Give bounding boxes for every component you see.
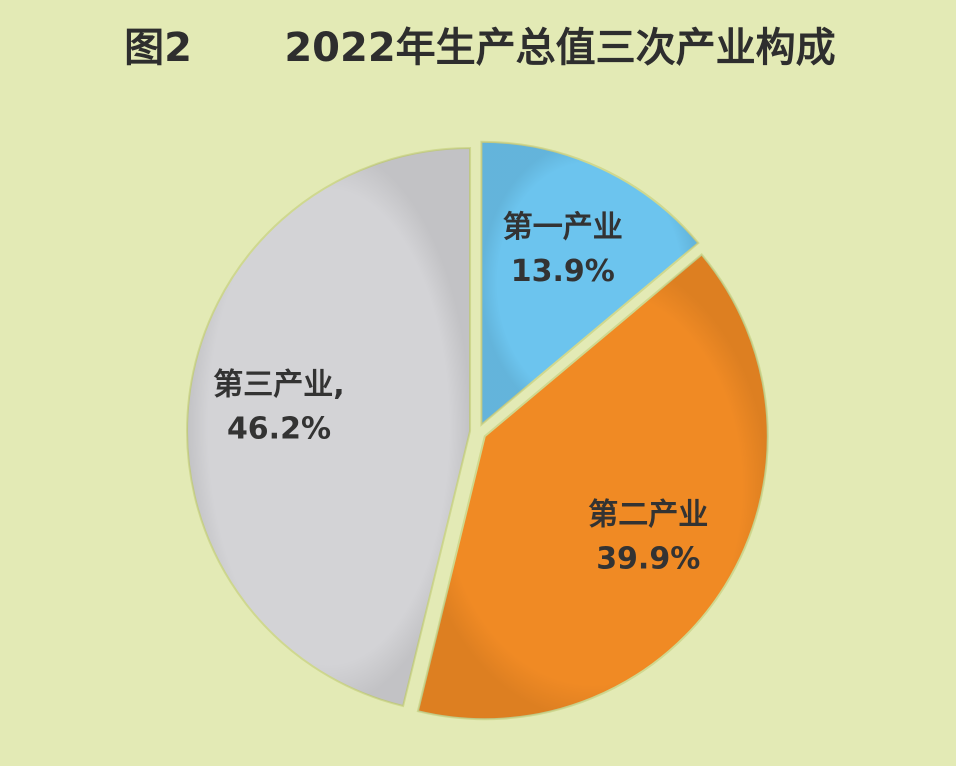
slice-category: 第三产业,: [213, 368, 344, 403]
slice-shade: [481, 141, 699, 425]
slice-value-label: 46.2%: [227, 412, 331, 447]
slice-shade: [187, 148, 471, 707]
slice-value-label: 39.9%: [596, 541, 700, 576]
slice-shade: [417, 254, 768, 720]
slice-category: 第二产业: [588, 497, 708, 532]
chart-title: 2022年生产总值三次产业构成: [284, 25, 835, 71]
figure-number: 图2: [124, 25, 192, 71]
slice-value-label: 13.9%: [511, 254, 615, 289]
slice-category: 第一产业: [503, 210, 623, 245]
